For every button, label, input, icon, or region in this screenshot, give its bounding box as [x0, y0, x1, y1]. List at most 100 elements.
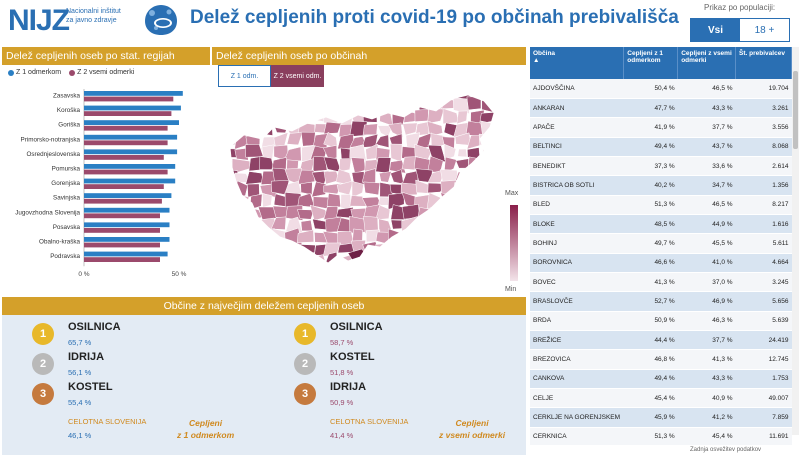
map-municipality[interactable]	[222, 268, 236, 279]
map-municipality[interactable]	[323, 251, 338, 268]
map-municipality[interactable]	[430, 264, 444, 281]
column-header-first-dose[interactable]: Cepljeni z 1 odmerkom	[623, 47, 679, 79]
table-row[interactable]: BLOKE 48,5 % 44,9 % 1.616	[530, 214, 792, 235]
bar-first-dose[interactable]	[84, 237, 170, 242]
map-municipality[interactable]	[427, 229, 446, 244]
column-header-all-doses[interactable]: Cepljeni z vsemi odmerki	[677, 47, 737, 79]
bar-all-doses[interactable]	[84, 169, 168, 175]
map-municipality[interactable]	[389, 97, 405, 112]
table-scroll-thumb[interactable]	[793, 71, 798, 149]
bar-first-dose[interactable]	[84, 164, 176, 169]
map-municipality[interactable]	[493, 206, 502, 220]
map-municipality[interactable]	[234, 264, 247, 281]
map-municipality[interactable]	[262, 193, 273, 208]
map-municipality[interactable]	[222, 85, 235, 102]
map-municipality[interactable]	[297, 169, 315, 185]
map-municipality[interactable]	[222, 205, 235, 222]
map-municipality[interactable]	[297, 253, 316, 269]
map-municipality[interactable]	[222, 242, 237, 257]
bar-all-doses[interactable]	[84, 242, 160, 248]
map-municipality[interactable]	[323, 121, 342, 135]
map-municipality[interactable]	[234, 147, 249, 161]
map-municipality[interactable]	[456, 110, 468, 125]
map-municipality[interactable]	[231, 120, 251, 137]
map-municipality[interactable]	[478, 170, 497, 183]
map-municipality[interactable]	[223, 96, 235, 112]
map-municipality[interactable]	[245, 218, 264, 235]
map-municipality[interactable]	[390, 169, 404, 185]
map-municipality[interactable]	[481, 145, 496, 159]
map-municipality[interactable]	[349, 195, 367, 207]
map-municipality[interactable]	[222, 191, 238, 208]
map-municipality[interactable]	[496, 146, 502, 161]
map-municipality[interactable]	[297, 101, 316, 111]
map-municipality[interactable]	[323, 183, 342, 195]
table-scrollbar[interactable]	[792, 47, 799, 435]
map-municipality[interactable]	[465, 251, 485, 269]
map-municipality[interactable]	[390, 87, 403, 98]
map-municipality[interactable]	[364, 252, 381, 269]
map-municipality[interactable]	[480, 155, 496, 171]
map-municipality[interactable]	[492, 155, 502, 175]
map-municipality[interactable]	[350, 157, 366, 174]
bar-all-doses[interactable]	[84, 228, 160, 233]
map-municipality[interactable]	[439, 218, 460, 232]
map-municipality[interactable]	[324, 265, 338, 281]
map-municipality[interactable]	[299, 85, 315, 101]
map-municipality[interactable]	[401, 241, 421, 257]
map-municipality[interactable]	[245, 96, 264, 112]
map-municipality[interactable]	[283, 146, 302, 162]
map-municipality[interactable]	[336, 264, 353, 278]
map-municipality[interactable]	[378, 252, 394, 268]
map-municipality[interactable]	[478, 217, 497, 233]
bar-first-dose[interactable]	[84, 91, 183, 96]
legend-first-dose[interactable]: Z 1 odmerkom	[8, 69, 61, 76]
map-municipality[interactable]	[483, 267, 498, 281]
bar-first-dose[interactable]	[84, 178, 176, 184]
map-municipality[interactable]	[493, 119, 502, 137]
map-municipality[interactable]	[322, 145, 337, 161]
map-municipality[interactable]	[375, 134, 390, 148]
map-municipality[interactable]	[479, 180, 498, 198]
map-municipality[interactable]	[453, 239, 470, 257]
map-municipality[interactable]	[257, 120, 273, 136]
map-municipality[interactable]	[300, 219, 313, 232]
map-municipality[interactable]	[414, 109, 429, 122]
map-municipality[interactable]	[442, 229, 459, 245]
map-municipality[interactable]	[234, 96, 250, 112]
map-municipality[interactable]	[296, 229, 315, 243]
map-municipality[interactable]	[440, 253, 457, 267]
map-municipality[interactable]	[287, 87, 300, 101]
map-municipality[interactable]	[271, 240, 290, 258]
map-municipality[interactable]	[259, 109, 276, 126]
map-municipality[interactable]	[440, 192, 457, 210]
map-municipality[interactable]	[404, 227, 417, 245]
map-municipality[interactable]	[455, 158, 469, 169]
bar-first-dose[interactable]	[84, 134, 178, 140]
bar-first-dose[interactable]	[84, 207, 170, 213]
map-municipality[interactable]	[479, 230, 496, 246]
map-municipality[interactable]	[497, 265, 502, 278]
map-municipality[interactable]	[271, 96, 287, 113]
table-row[interactable]: BOROVNICA 46,6 % 41,0 % 4.664	[530, 253, 792, 273]
map-municipality[interactable]	[326, 193, 341, 208]
table-row[interactable]: CERKLJE NA GORENJSKEM 45,9 % 41,2 % 7.859	[530, 407, 792, 428]
map-municipality[interactable]	[222, 120, 238, 138]
map-municipality[interactable]	[496, 182, 502, 194]
map-municipality[interactable]	[298, 265, 315, 281]
map-municipality[interactable]	[336, 180, 354, 196]
slovenia-municipality-map[interactable]	[222, 77, 502, 287]
map-municipality[interactable]	[375, 89, 390, 97]
map-municipality[interactable]	[245, 171, 264, 185]
map-municipality[interactable]	[441, 266, 459, 281]
bar-all-doses[interactable]	[84, 198, 162, 204]
table-row[interactable]: CANKOVA 49,4 % 43,3 % 1.753	[530, 369, 792, 390]
map-municipality[interactable]	[223, 180, 236, 197]
map-municipality[interactable]	[245, 229, 264, 245]
bar-all-doses[interactable]	[84, 257, 160, 262]
map-municipality[interactable]	[283, 180, 302, 196]
map-municipality[interactable]	[375, 204, 391, 221]
bar-all-doses[interactable]	[84, 155, 164, 160]
map-municipality[interactable]	[443, 143, 457, 161]
map-first-dose-button[interactable]: Z 1 odm.	[218, 65, 271, 87]
